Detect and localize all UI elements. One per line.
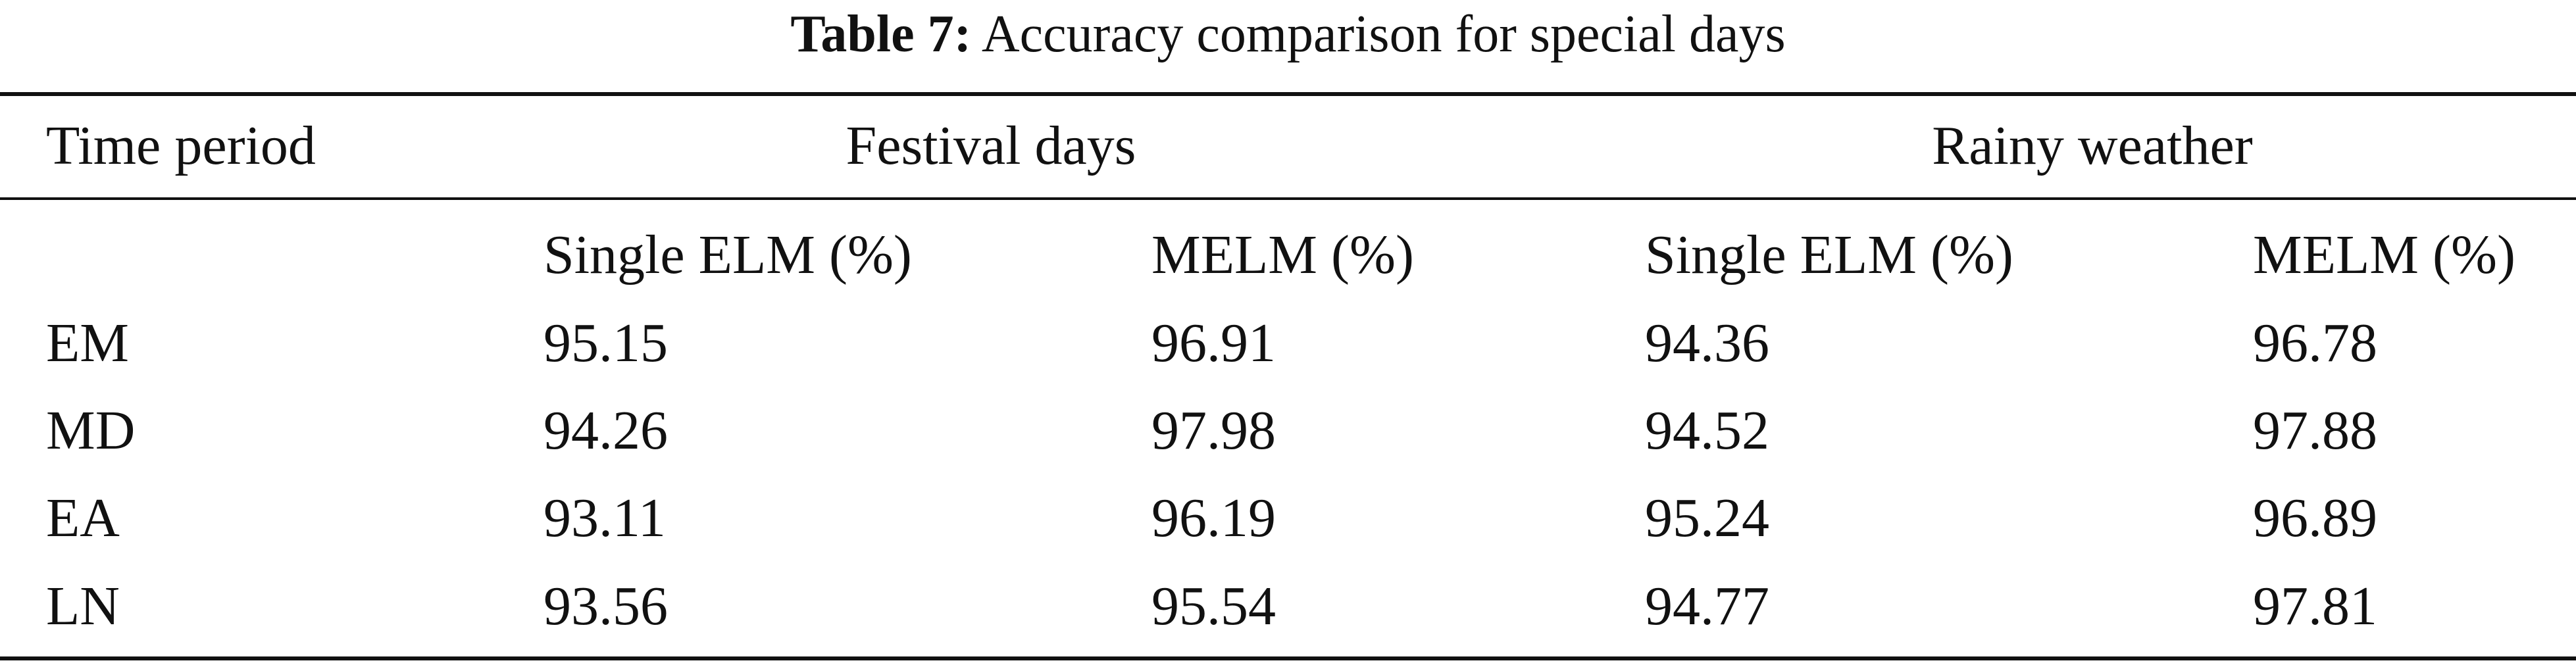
caption-text: Accuracy comparison for special days: [981, 5, 1786, 63]
table-cell: 94.36: [1645, 312, 1769, 374]
caption-label: Table 7:: [790, 5, 972, 63]
header-rule: [0, 197, 2576, 200]
table-cell: 94.26: [543, 400, 668, 461]
table-cell: 95.24: [1645, 487, 1769, 549]
table-cell: 94.77: [1645, 576, 1769, 637]
row-label-em: EM: [46, 312, 129, 374]
row-label-ln: LN: [46, 576, 120, 637]
subheader-rainy-melm: MELM (%): [2253, 224, 2515, 285]
table-cell: 96.89: [2253, 487, 2377, 549]
subheader-festival-single-elm: Single ELM (%): [543, 224, 912, 285]
group-header-festival-days: Festival days: [846, 115, 1136, 176]
top-rule: [0, 92, 2576, 96]
group-header-rainy-weather: Rainy weather: [1932, 115, 2253, 176]
table-cell: 96.91: [1151, 312, 1276, 374]
table-cell: 97.81: [2253, 576, 2377, 637]
table-cell: 96.19: [1151, 487, 1276, 549]
row-label-md: MD: [46, 400, 136, 461]
table-cell: 95.54: [1151, 576, 1276, 637]
table-cell: 95.15: [543, 312, 668, 374]
row-label-ea: EA: [46, 487, 120, 549]
bottom-rule: [0, 656, 2576, 660]
table-cell: 96.78: [2253, 312, 2377, 374]
table-caption: Table 7: Accuracy comparison for special…: [0, 0, 2576, 66]
stub-header: Time period: [46, 115, 316, 176]
table-cell: 93.56: [543, 576, 668, 637]
subheader-rainy-single-elm: Single ELM (%): [1645, 224, 2013, 285]
table-cell: 93.11: [543, 487, 666, 549]
table-cell: 97.98: [1151, 400, 1276, 461]
table-cell: 94.52: [1645, 400, 1769, 461]
table-cell: 97.88: [2253, 400, 2377, 461]
subheader-festival-melm: MELM (%): [1151, 224, 1414, 285]
